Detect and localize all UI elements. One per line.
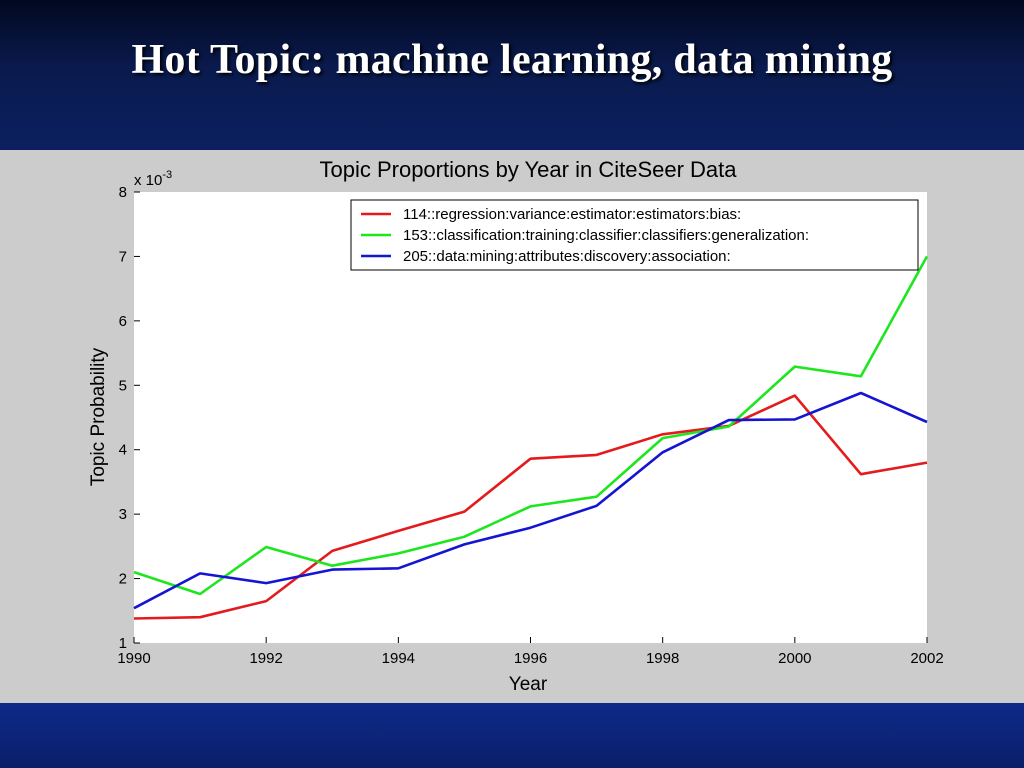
- y-tick-label: 1: [119, 635, 127, 652]
- x-tick-label: 1990: [117, 650, 150, 667]
- x-tick-label: 1996: [514, 650, 547, 667]
- slide-header: [0, 0, 1024, 150]
- slide-title: Hot Topic: machine learning, data mining: [131, 37, 893, 83]
- legend-label: 205::data:mining:attributes:discovery:as…: [403, 248, 731, 265]
- y-multiplier-label: x 10-3: [134, 169, 172, 189]
- x-tick-label: 2000: [778, 650, 811, 667]
- y-axis-label: Topic Probability: [88, 347, 109, 486]
- series-line-1: [133, 394, 928, 620]
- x-tick-label: 1994: [382, 650, 415, 667]
- series-line-3: [133, 391, 928, 610]
- chart-title: Topic Proportions by Year in CiteSeer Da…: [319, 157, 737, 182]
- y-tick-label: 6: [119, 313, 127, 330]
- x-axis-label: Year: [509, 674, 548, 695]
- x-tick-label: 1998: [646, 650, 679, 667]
- series-line-2: [133, 255, 929, 596]
- y-tick-label: 3: [119, 506, 127, 523]
- y-tick-label: 2: [119, 571, 127, 588]
- slide-footer: [0, 703, 1024, 768]
- legend-label: 153::classification:training:classifier:…: [403, 227, 809, 244]
- line-chart: Topic Proportions by Year in CiteSeer Da…: [88, 157, 944, 695]
- y-tick-label: 4: [119, 442, 127, 459]
- y-tick-label: 5: [119, 377, 127, 394]
- y-axis: 1 2 3 4 5 6 7 8: [119, 184, 140, 652]
- y-multiplier-base: x 10: [134, 172, 162, 189]
- x-axis: 1990 1992 1994 1996 1998 2000 2002: [117, 637, 944, 667]
- x-tick-label: 1992: [249, 650, 282, 667]
- y-tick-label: 8: [119, 184, 127, 201]
- y-tick-label: 7: [119, 248, 127, 265]
- legend-label: 114::regression:variance:estimator:estim…: [403, 206, 741, 223]
- series-lines: [133, 255, 929, 620]
- legend: 114::regression:variance:estimator:estim…: [350, 199, 919, 271]
- x-tick-label: 2002: [910, 650, 943, 667]
- legend-box: [350, 199, 919, 271]
- y-multiplier-exponent: -3: [162, 169, 172, 181]
